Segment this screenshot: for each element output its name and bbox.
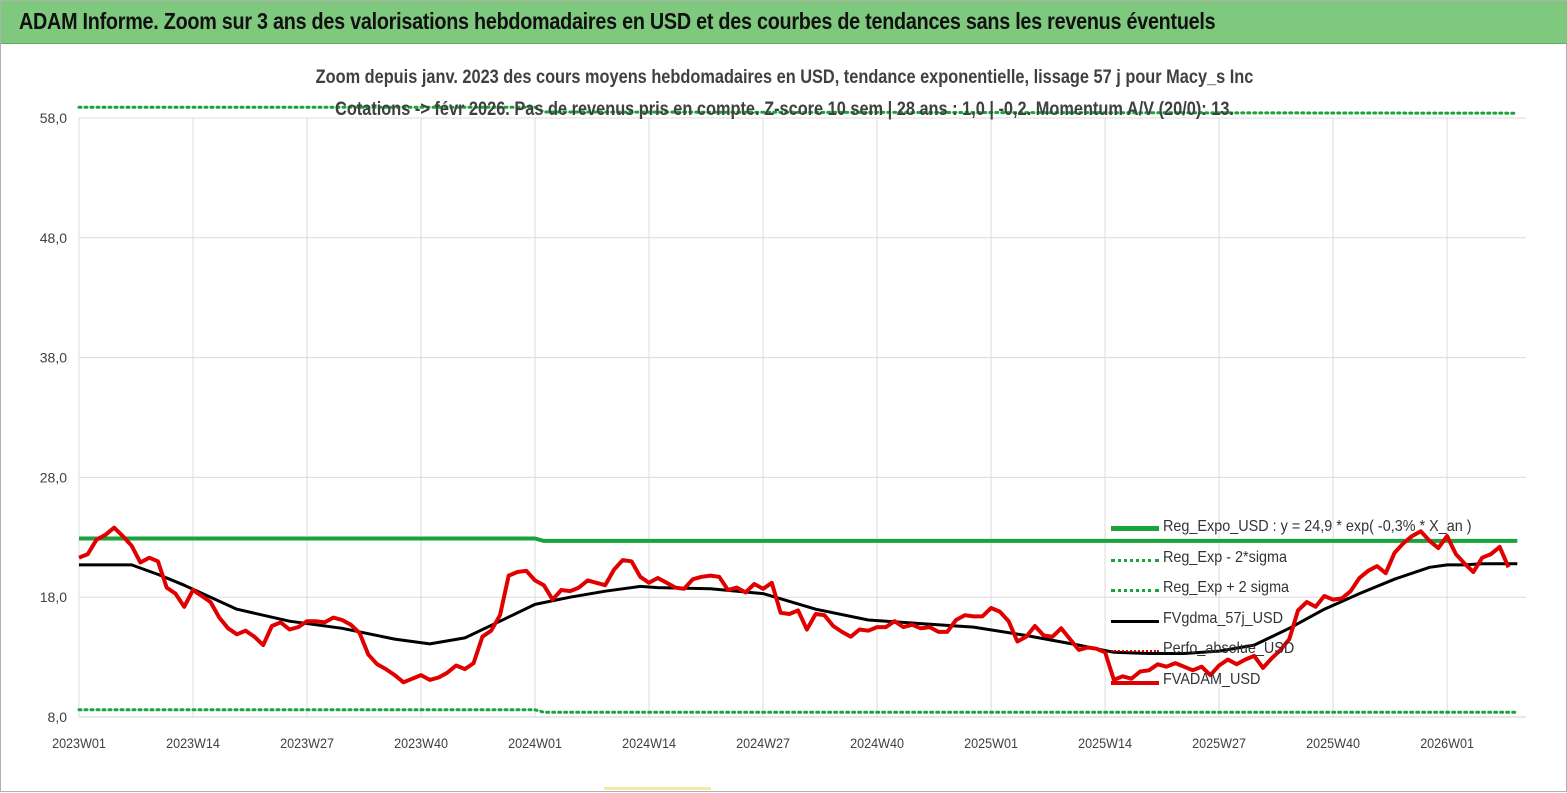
x-tick-label: 2025W27: [1192, 735, 1246, 751]
legend-label-regression: Reg_Expo_USD : y = 24,9 * exp( -0,3% * X…: [1163, 518, 1472, 535]
legend-swatch-trend: [1111, 619, 1159, 623]
x-tick-label: 2023W27: [280, 735, 334, 751]
legend-item-price: FVADAM_USD: [1111, 669, 1531, 700]
bottom-marker: [604, 787, 711, 790]
legend-swatch-price: [1111, 680, 1159, 685]
report-banner: ADAM Informe. Zoom sur 3 ans des valoris…: [1, 1, 1567, 44]
legend-swatch-upper-band: [1111, 589, 1159, 592]
legend-item-trend: FVgdma_57j_USD: [1111, 608, 1531, 639]
x-tick-label: 2026W01: [1420, 735, 1474, 751]
y-tick-label: 28,0: [40, 469, 67, 485]
series-regression-line: [79, 536, 1518, 543]
legend-label-upper-band: Reg_Exp + 2 sigma: [1163, 579, 1290, 596]
x-tick-label: 2024W01: [508, 735, 562, 751]
chart-grid: [78, 117, 1526, 717]
chart-title: Zoom depuis janv. 2023 des cours moyens …: [315, 67, 1254, 88]
legend-item-lower-band: Reg_Exp - 2*sigma: [1111, 547, 1531, 578]
x-tick-label: 2023W40: [394, 735, 448, 751]
series-upper-band-line: [77, 105, 1519, 115]
series-price-line: [78, 525, 1511, 685]
y-axis-ticks: 8,0 18,0 28,0 38,0 48,0 58,0: [40, 110, 67, 725]
series-lower-band-line: [77, 708, 1519, 714]
y-tick-label: 38,0: [40, 350, 67, 366]
chart-series: [77, 105, 1519, 714]
x-axis-ticks: 2023W01 2023W14 2023W27 2023W40 2024W01 2024W…: [52, 735, 1474, 751]
x-tick-label: 2025W14: [1078, 735, 1132, 751]
legend-swatch-lower-band: [1111, 558, 1159, 562]
legend-label-trend: FVgdma_57j_USD: [1163, 609, 1284, 627]
legend-swatch-perf: [1111, 650, 1159, 652]
legend-swatch-regression: [1111, 526, 1159, 531]
x-tick-label: 2025W01: [964, 735, 1018, 751]
chart-legend: Reg_Expo_USD : y = 24,9 * exp( -0,3% * X…: [1111, 516, 1531, 699]
legend-item-perf: Perfo_absolue_USD: [1111, 638, 1531, 669]
y-tick-label: 8,0: [48, 709, 68, 725]
y-tick-label: 18,0: [40, 589, 67, 605]
x-tick-label: 2023W01: [52, 735, 106, 751]
report-title: ADAM Informe. Zoom sur 3 ans des valoris…: [19, 8, 1216, 34]
x-tick-label: 2025W40: [1306, 735, 1360, 751]
legend-item-regression: Reg_Expo_USD : y = 24,9 * exp( -0,3% * X…: [1111, 516, 1531, 547]
legend-label-price: FVADAM_USD: [1163, 670, 1261, 688]
x-tick-label: 2024W14: [622, 735, 676, 751]
legend-item-upper-band: Reg_Exp + 2 sigma: [1111, 577, 1531, 608]
legend-label-perf: Perfo_absolue_USD: [1163, 640, 1295, 657]
y-tick-label: 58,0: [40, 110, 67, 126]
chart-subtitle: Cotations -> févr 2026. Pas de revenus p…: [335, 99, 1234, 120]
y-tick-label: 48,0: [40, 230, 67, 246]
x-tick-label: 2024W27: [736, 735, 790, 751]
legend-label-lower-band: Reg_Exp - 2*sigma: [1163, 548, 1288, 566]
x-tick-label: 2023W14: [166, 735, 220, 751]
x-tick-label: 2024W40: [850, 735, 904, 751]
